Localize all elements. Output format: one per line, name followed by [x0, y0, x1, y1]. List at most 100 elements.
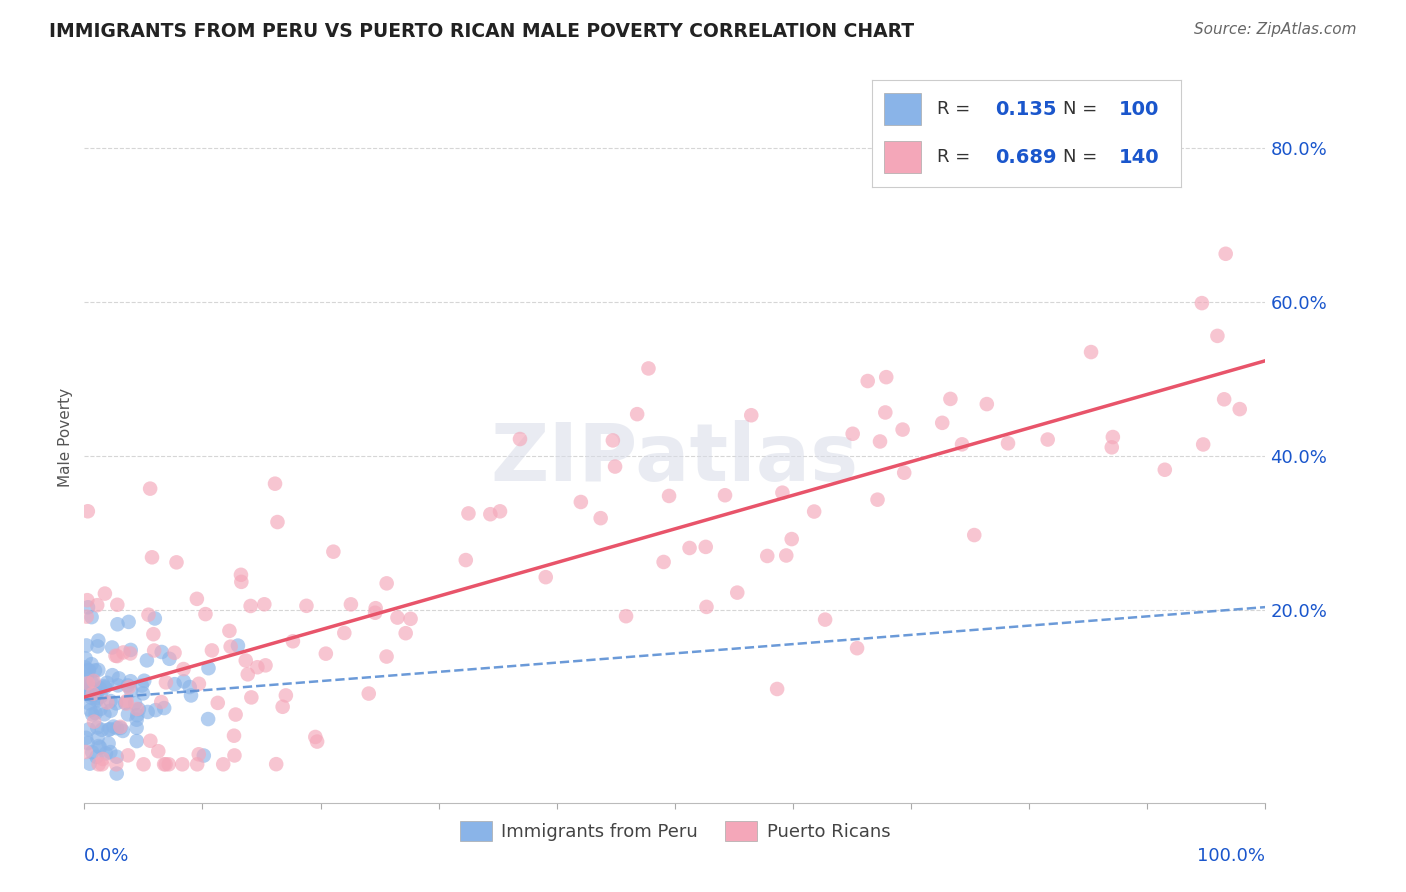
- Text: ZIPatlas: ZIPatlas: [491, 420, 859, 498]
- Point: [364, 606, 387, 620]
- Point: [489, 504, 512, 518]
- Point: [120, 684, 142, 698]
- Point: [212, 757, 235, 772]
- Point: [84, 685, 107, 699]
- Point: [264, 476, 287, 491]
- Text: 140: 140: [1119, 148, 1160, 167]
- Point: [714, 488, 737, 502]
- Point: [163, 646, 186, 660]
- Point: [86, 731, 108, 745]
- Point: [86, 640, 108, 654]
- Point: [357, 687, 380, 701]
- Point: [86, 693, 108, 707]
- Point: [173, 674, 195, 689]
- Point: [87, 633, 110, 648]
- Point: [569, 495, 592, 509]
- Point: [89, 740, 111, 755]
- Point: [105, 649, 128, 664]
- Point: [77, 600, 100, 615]
- Point: [82, 707, 104, 722]
- Point: [100, 694, 122, 708]
- Point: [395, 626, 418, 640]
- Point: [108, 672, 131, 686]
- Point: [307, 734, 329, 748]
- Point: [197, 712, 219, 726]
- Point: [73, 675, 96, 690]
- Point: [509, 432, 531, 446]
- Point: [295, 599, 318, 613]
- Point: [856, 374, 879, 388]
- Point: [80, 610, 103, 624]
- Point: [780, 532, 803, 546]
- Point: [626, 407, 648, 421]
- Legend: Immigrants from Peru, Puerto Ricans: Immigrants from Peru, Puerto Ricans: [453, 814, 897, 848]
- Point: [94, 681, 117, 695]
- Point: [117, 748, 139, 763]
- Point: [136, 705, 159, 719]
- Point: [814, 613, 837, 627]
- Point: [75, 685, 97, 699]
- Point: [82, 687, 104, 701]
- Point: [534, 570, 557, 584]
- FancyBboxPatch shape: [884, 93, 921, 125]
- Point: [118, 680, 141, 694]
- Point: [125, 721, 148, 735]
- Point: [97, 723, 120, 737]
- Point: [115, 694, 138, 708]
- Point: [120, 647, 142, 661]
- Point: [105, 766, 128, 780]
- Point: [76, 504, 98, 518]
- Point: [94, 586, 117, 600]
- Point: [454, 553, 477, 567]
- Point: [83, 714, 105, 729]
- Point: [134, 673, 156, 688]
- Point: [172, 757, 194, 772]
- Point: [77, 676, 100, 690]
- Point: [86, 691, 108, 706]
- Point: [138, 607, 160, 622]
- Point: [173, 662, 195, 676]
- Point: [98, 745, 121, 759]
- Point: [75, 651, 97, 665]
- Point: [83, 673, 105, 688]
- Point: [281, 634, 304, 648]
- Point: [84, 664, 107, 678]
- Point: [145, 703, 167, 717]
- Text: R =: R =: [936, 148, 976, 166]
- Point: [180, 689, 202, 703]
- Point: [1080, 345, 1102, 359]
- Point: [725, 585, 748, 599]
- Point: [194, 607, 217, 621]
- Point: [187, 677, 209, 691]
- Point: [939, 392, 962, 406]
- Point: [80, 657, 103, 672]
- Point: [86, 598, 108, 612]
- Point: [1192, 437, 1215, 451]
- Point: [803, 504, 825, 518]
- Point: [207, 696, 229, 710]
- Point: [77, 663, 100, 677]
- Text: IMMIGRANTS FROM PERU VS PUERTO RICAN MALE POVERTY CORRELATION CHART: IMMIGRANTS FROM PERU VS PUERTO RICAN MAL…: [49, 22, 914, 41]
- Point: [652, 555, 675, 569]
- Point: [100, 704, 122, 718]
- Point: [94, 747, 117, 761]
- Point: [479, 507, 502, 521]
- Point: [107, 678, 129, 692]
- Point: [179, 680, 201, 694]
- Point: [127, 708, 149, 723]
- Point: [695, 540, 717, 554]
- Point: [84, 706, 107, 720]
- Point: [603, 459, 626, 474]
- Point: [266, 515, 288, 529]
- Point: [219, 640, 242, 654]
- Point: [101, 640, 124, 655]
- Point: [229, 567, 252, 582]
- Text: 100: 100: [1119, 100, 1160, 119]
- Point: [75, 745, 97, 759]
- Point: [1213, 392, 1236, 407]
- Point: [93, 679, 115, 693]
- Point: [76, 685, 98, 699]
- Point: [240, 690, 263, 705]
- Point: [110, 720, 132, 734]
- Point: [197, 661, 219, 675]
